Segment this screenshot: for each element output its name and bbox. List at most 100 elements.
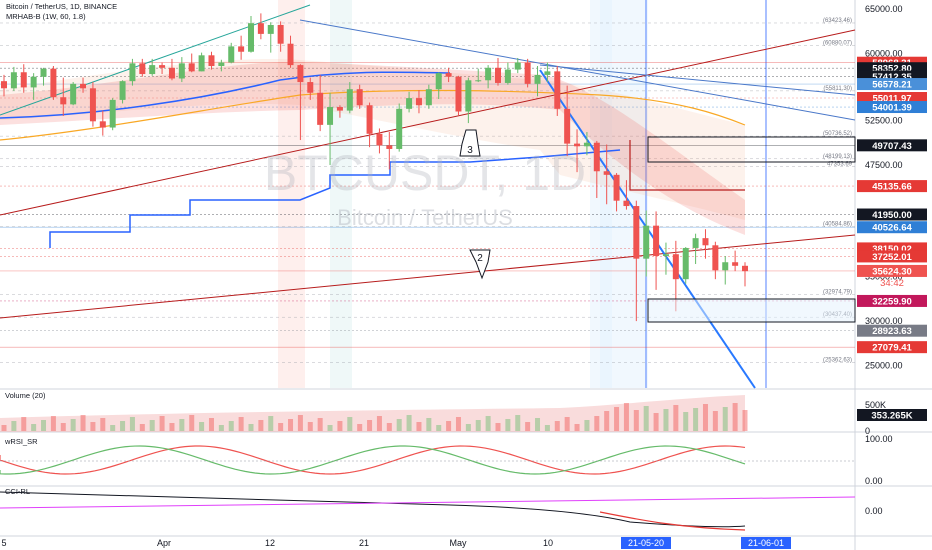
candle[interactable]	[742, 262, 748, 287]
candle[interactable]	[406, 91, 413, 113]
candle[interactable]	[297, 64, 304, 141]
rsi-label[interactable]: wRSI_SR	[4, 437, 38, 446]
trend-line[interactable]	[0, 29, 856, 216]
candle[interactable]	[149, 58, 156, 76]
candle[interactable]	[356, 84, 363, 109]
candle[interactable]	[574, 129, 581, 173]
candle[interactable]	[613, 173, 620, 212]
candle[interactable]	[376, 128, 383, 154]
annotation-callout-3[interactable]: 3	[459, 129, 481, 157]
volume-label[interactable]: Volume (20)	[5, 391, 46, 400]
candle[interactable]	[455, 75, 462, 116]
candle[interactable]	[277, 21, 284, 52]
candle[interactable]	[514, 57, 521, 74]
candle[interactable]	[682, 247, 689, 284]
candle[interactable]	[99, 110, 106, 136]
candle[interactable]	[643, 210, 650, 277]
price-label-box[interactable]	[857, 294, 927, 307]
candle[interactable]	[70, 82, 77, 106]
price-label-box[interactable]	[857, 78, 927, 91]
candle[interactable]	[732, 250, 739, 272]
time-axis[interactable]: 5 Apr 12 21 May 10 21-05-20 21-06-01	[1, 537, 791, 549]
candle[interactable]	[623, 180, 630, 210]
candle[interactable]	[346, 82, 353, 114]
candle[interactable]	[30, 73, 37, 100]
annotation-callout-2[interactable]: 2	[469, 249, 491, 280]
candle[interactable]	[662, 242, 669, 275]
candle[interactable]	[168, 58, 175, 81]
candle[interactable]	[248, 16, 254, 53]
resistance-box[interactable]	[647, 136, 856, 163]
candle[interactable]	[425, 84, 432, 109]
candle[interactable]	[396, 103, 403, 152]
candle[interactable]	[50, 66, 57, 100]
candle[interactable]	[10, 66, 17, 91]
candle[interactable]	[307, 77, 314, 100]
price-label-box[interactable]	[857, 264, 927, 277]
candle[interactable]	[198, 52, 205, 72]
price-label-box[interactable]	[857, 92, 927, 105]
candle[interactable]	[386, 132, 393, 170]
candle[interactable]	[475, 68, 482, 83]
candle[interactable]	[712, 241, 719, 280]
candle[interactable]	[366, 102, 373, 148]
candle[interactable]	[109, 98, 116, 131]
candle[interactable]	[524, 58, 531, 88]
candle[interactable]	[702, 229, 709, 259]
candle[interactable]	[188, 53, 195, 73]
candle[interactable]	[504, 62, 511, 85]
volume-value-box[interactable]	[857, 409, 927, 421]
candle[interactable]	[653, 211, 660, 290]
candle[interactable]	[139, 58, 146, 77]
candle[interactable]	[485, 65, 492, 89]
candle[interactable]	[583, 132, 590, 156]
candle[interactable]	[208, 51, 215, 70]
price-axis[interactable]: 65000.0060000.0055000.0052500.0047500.00…	[857, 4, 927, 371]
candle[interactable]	[544, 62, 551, 83]
price-label-box[interactable]	[857, 139, 927, 152]
candle[interactable]	[722, 255, 729, 285]
time-label-box[interactable]	[621, 537, 671, 549]
candle[interactable]	[129, 58, 136, 86]
price-label-box[interactable]	[857, 101, 927, 114]
support-box[interactable]	[647, 298, 856, 323]
candle[interactable]	[287, 35, 294, 68]
candle[interactable]	[564, 85, 571, 157]
candle[interactable]	[336, 105, 343, 118]
candle[interactable]	[178, 57, 185, 83]
price-label-box[interactable]	[857, 341, 927, 354]
symbol-legend[interactable]: Bitcoin / TetherUS, 1D, BINANCE	[6, 2, 117, 11]
trend-line[interactable]	[539, 64, 856, 96]
price-label-box[interactable]	[857, 208, 927, 221]
candle[interactable]	[554, 66, 561, 116]
candle[interactable]	[495, 57, 501, 86]
candle[interactable]	[317, 74, 324, 132]
candle[interactable]	[534, 66, 541, 97]
candle[interactable]	[1, 74, 7, 97]
candle[interactable]	[593, 140, 600, 199]
price-label-box[interactable]	[857, 62, 927, 75]
candle[interactable]	[267, 22, 274, 53]
candle[interactable]	[60, 77, 67, 116]
candle[interactable]	[415, 90, 422, 114]
indicator-legend[interactable]: MRHAB-B (1W, 60, 1.8)	[6, 12, 86, 21]
price-label-box[interactable]	[857, 180, 927, 193]
candle[interactable]	[20, 64, 27, 93]
price-label-box[interactable]	[857, 250, 927, 263]
candle[interactable]	[80, 77, 87, 93]
candle[interactable]	[228, 42, 235, 64]
candle[interactable]	[119, 80, 126, 104]
price-label-box[interactable]	[857, 221, 927, 234]
candle[interactable]	[89, 82, 96, 127]
candle[interactable]	[603, 144, 610, 205]
candle[interactable]	[633, 200, 640, 322]
time-label-box[interactable]	[741, 537, 791, 549]
candle[interactable]	[692, 233, 699, 265]
candle[interactable]	[159, 62, 166, 75]
candle[interactable]	[435, 72, 442, 100]
cci-label[interactable]: CCI-RL	[5, 487, 30, 496]
candle[interactable]	[218, 59, 225, 72]
price-label-box[interactable]	[857, 324, 927, 337]
candle[interactable]	[465, 77, 472, 124]
